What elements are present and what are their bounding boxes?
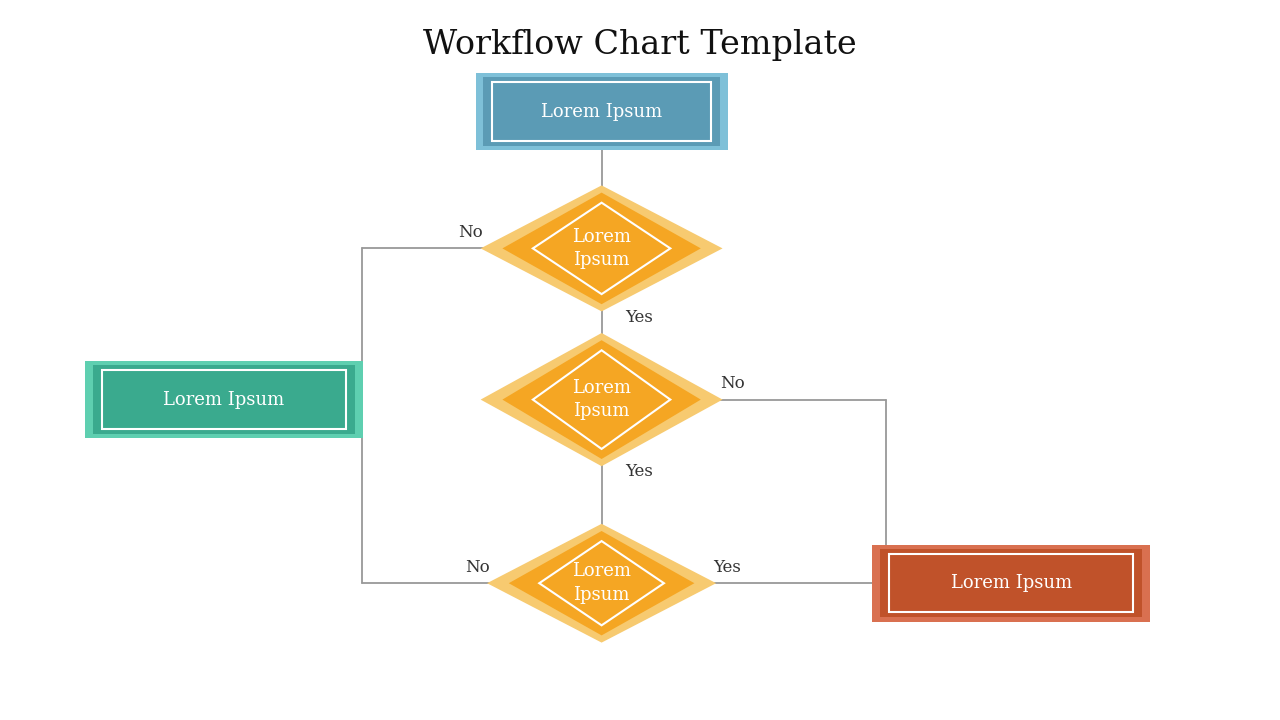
FancyBboxPatch shape — [475, 73, 728, 150]
FancyBboxPatch shape — [84, 361, 364, 438]
Text: No: No — [458, 224, 483, 241]
Polygon shape — [508, 531, 694, 635]
Polygon shape — [480, 185, 722, 311]
Polygon shape — [480, 333, 722, 467]
FancyBboxPatch shape — [881, 549, 1142, 617]
Text: Lorem
Ipsum: Lorem Ipsum — [572, 562, 631, 604]
Text: Yes: Yes — [625, 309, 653, 325]
Text: Yes: Yes — [714, 559, 741, 576]
FancyBboxPatch shape — [873, 544, 1149, 621]
Polygon shape — [502, 341, 701, 459]
Text: No: No — [465, 559, 489, 576]
Text: Lorem Ipsum: Lorem Ipsum — [951, 575, 1071, 592]
Text: Lorem Ipsum: Lorem Ipsum — [164, 390, 284, 409]
FancyBboxPatch shape — [92, 365, 355, 433]
FancyBboxPatch shape — [483, 77, 719, 145]
Text: No: No — [719, 375, 745, 392]
Text: Lorem
Ipsum: Lorem Ipsum — [572, 379, 631, 420]
Text: Lorem Ipsum: Lorem Ipsum — [541, 102, 662, 120]
Text: Workflow Chart Template: Workflow Chart Template — [424, 29, 856, 60]
Polygon shape — [486, 524, 717, 642]
Polygon shape — [502, 192, 701, 304]
Text: Yes: Yes — [625, 464, 653, 480]
Text: Lorem
Ipsum: Lorem Ipsum — [572, 228, 631, 269]
